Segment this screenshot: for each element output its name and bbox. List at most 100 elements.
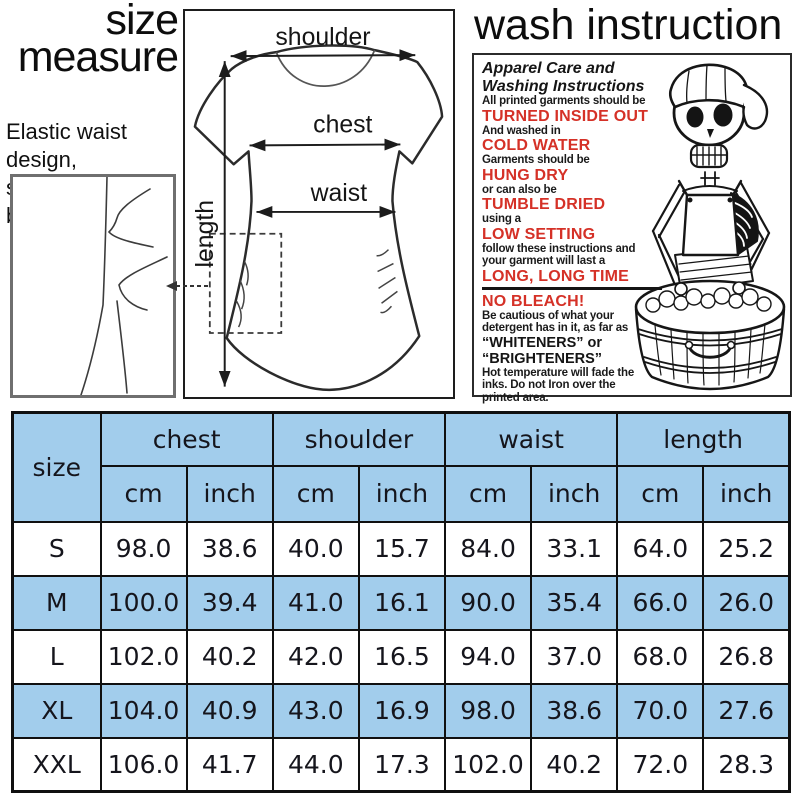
cell-waist-inch: 33.1 <box>530 520 619 577</box>
chest-label: chest <box>313 112 372 139</box>
size-measure-heading-line1: size <box>105 0 179 44</box>
care-low-setting: LOW SETTING <box>482 225 596 243</box>
header-chest-cm: cm <box>99 464 188 523</box>
care-or-can: or can also be <box>482 183 557 196</box>
header-length-cm: cm <box>616 464 705 523</box>
size-measure-heading-line2: measure <box>17 33 179 81</box>
care-hot-line1: Hot temperature will fade the <box>482 366 635 379</box>
cell-waist-cm: 102.0 <box>443 736 533 793</box>
header-length: length <box>616 411 791 467</box>
care-no-bleach: NO BLEACH! <box>482 292 585 310</box>
pregnant-belly-side-sketch <box>80 177 168 395</box>
cell-chest-cm: 106.0 <box>99 736 188 793</box>
cell-chest-cm: 102.0 <box>99 628 188 685</box>
header-chest-inch: inch <box>185 464 274 523</box>
care-heading-line2: Washing Instructions <box>482 77 645 95</box>
cell-size: XL <box>11 682 102 739</box>
cell-length-inch: 27.6 <box>702 682 791 739</box>
cell-waist-inch: 37.0 <box>530 628 619 685</box>
table-row-l: L 102.0 40.2 42.0 16.5 94.0 37.0 68.0 26… <box>11 628 791 685</box>
shoulder-arrow <box>230 49 416 62</box>
cell-chest-cm: 100.0 <box>99 574 188 631</box>
wash-instruction-heading: wash instruction <box>474 1 783 49</box>
cell-length-inch: 26.0 <box>702 574 791 631</box>
cell-chest-inch: 41.7 <box>185 736 274 793</box>
tshirt-measure-panel: shoulder chest waist length <box>183 9 455 399</box>
care-cautious-line2: detergent has in it, as far as <box>482 322 629 334</box>
care-using-a: using a <box>482 213 521 225</box>
cell-waist-cm: 94.0 <box>443 628 533 685</box>
cell-waist-inch: 35.4 <box>530 574 619 631</box>
care-intro: All printed garments should be <box>482 95 646 107</box>
care-follow-line2: your garment will last a <box>482 255 606 267</box>
cell-length-cm: 66.0 <box>616 574 705 631</box>
cell-length-inch: 28.3 <box>702 736 791 793</box>
cell-length-cm: 72.0 <box>616 736 705 793</box>
cell-chest-inch: 39.4 <box>185 574 274 631</box>
header-chest: chest <box>99 411 274 467</box>
table-row-s: S 98.0 38.6 40.0 15.7 84.0 33.1 64.0 25.… <box>11 520 791 577</box>
cell-shoulder-inch: 16.9 <box>357 682 447 739</box>
header-size: size <box>11 411 102 523</box>
cell-shoulder-cm: 40.0 <box>271 520 360 577</box>
care-hung-dry: HUNG DRY <box>482 166 569 184</box>
cell-size: S <box>11 520 102 577</box>
cell-length-cm: 64.0 <box>616 520 705 577</box>
maternity-tshirt-measure-diagram: shoulder chest waist length <box>192 24 444 392</box>
table-row-xl: XL 104.0 40.9 43.0 16.9 98.0 38.6 70.0 2… <box>11 682 791 739</box>
cell-shoulder-inch: 15.7 <box>357 520 447 577</box>
care-garments: Garments should be <box>482 154 590 166</box>
care-divider <box>482 286 662 290</box>
waist-label: waist <box>310 180 368 207</box>
cell-size: XXL <box>11 736 102 793</box>
header-shoulder: shoulder <box>271 411 447 467</box>
elastic-waist-note-line1: Elastic waist design, <box>6 119 128 172</box>
side-gather-lines <box>235 249 398 328</box>
cell-shoulder-inch: 16.5 <box>357 628 447 685</box>
cell-waist-cm: 98.0 <box>443 682 533 739</box>
skeleton-washing-illustration <box>634 63 786 391</box>
neckline-curve <box>275 49 376 87</box>
care-hot-line3: printed area. <box>482 391 549 404</box>
cell-shoulder-cm: 41.0 <box>271 574 360 631</box>
shoulder-label: shoulder <box>275 24 370 51</box>
zoom-connector-arrow <box>166 281 210 291</box>
detail-zoom-dashed-rect <box>208 232 283 334</box>
cell-waist-inch: 38.6 <box>530 682 619 739</box>
header-waist: waist <box>443 411 619 467</box>
wash-instruction-card: Apparel Care and Washing Instructions Al… <box>472 53 792 404</box>
care-whiteners: “WHITENERS” or <box>482 334 603 351</box>
cell-size: L <box>11 628 102 685</box>
header-shoulder-cm: cm <box>271 464 360 523</box>
cell-chest-inch: 40.2 <box>185 628 274 685</box>
cell-chest-inch: 38.6 <box>185 520 274 577</box>
wash-instruction-text: Apparel Care and Washing Instructions Al… <box>482 60 670 404</box>
care-long-time: LONG, LONG TIME <box>482 267 629 285</box>
care-washed-in: And washed in <box>482 124 561 137</box>
care-turned-inside-out: TURNED INSIDE OUT <box>482 107 649 125</box>
care-hot-line2: inks. Do not Iron over the <box>482 379 616 391</box>
size-chart-header: size chest shoulder waist length cm inch… <box>11 411 791 523</box>
header-waist-inch: inch <box>530 464 619 523</box>
size-measure-heading: size measure <box>0 0 179 81</box>
table-row-m: M 100.0 39.4 41.0 16.1 90.0 35.4 66.0 26… <box>11 574 791 631</box>
cell-length-cm: 68.0 <box>616 628 705 685</box>
cell-size: M <box>11 574 102 631</box>
header-waist-cm: cm <box>443 464 533 523</box>
cell-shoulder-inch: 17.3 <box>357 736 447 793</box>
cell-waist-inch: 40.2 <box>530 736 619 793</box>
cell-shoulder-cm: 44.0 <box>271 736 360 793</box>
size-chart-table: size chest shoulder waist length cm inch… <box>11 411 791 793</box>
cell-chest-cm: 104.0 <box>99 682 188 739</box>
length-label: length <box>192 200 219 268</box>
header-length-inch: inch <box>702 464 791 523</box>
care-brighteners: “BRIGHTENERS” <box>482 350 603 367</box>
care-cautious-line1: Be cautious of what your <box>482 309 614 322</box>
cell-waist-cm: 84.0 <box>443 520 533 577</box>
cell-length-cm: 70.0 <box>616 682 705 739</box>
cell-length-inch: 25.2 <box>702 520 791 577</box>
care-follow-line1: follow these instructions and <box>482 242 636 255</box>
table-row-xxl: XXL 106.0 41.7 44.0 17.3 102.0 40.2 72.0… <box>11 736 791 793</box>
belly-side-sketch-panel <box>10 174 176 398</box>
